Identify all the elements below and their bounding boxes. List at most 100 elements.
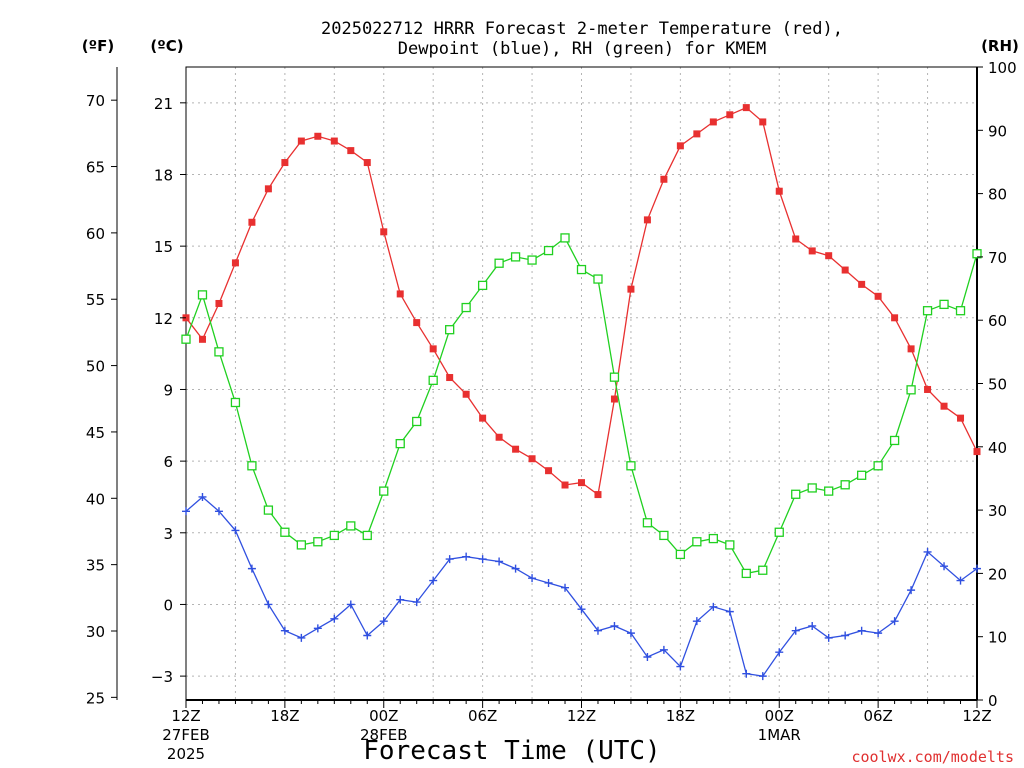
dewpoint-point bbox=[264, 600, 273, 609]
fahrenheit-tick-label: 50 bbox=[86, 358, 105, 376]
celsius-tick-label: 3 bbox=[163, 525, 173, 543]
rh-point bbox=[428, 375, 438, 385]
fahrenheit-tick-label: 45 bbox=[86, 424, 105, 442]
dewpoint-point bbox=[561, 583, 570, 592]
dewpoint-point bbox=[214, 507, 223, 516]
temperature-point bbox=[347, 147, 355, 155]
temperature-point bbox=[693, 130, 701, 138]
temperature-point bbox=[858, 280, 866, 288]
rh-tick-label: 80 bbox=[988, 186, 1007, 204]
temperature-point bbox=[874, 292, 882, 300]
rh-tick-label: 50 bbox=[988, 376, 1007, 394]
temperature-point bbox=[429, 345, 437, 353]
dewpoint-point bbox=[330, 614, 339, 623]
rh-point bbox=[560, 233, 570, 243]
dewpoint-point bbox=[758, 672, 767, 681]
dewpoint-point bbox=[429, 576, 438, 585]
dewpoint-point bbox=[396, 595, 405, 604]
dewpoint-point bbox=[907, 586, 916, 595]
dewpoint-point bbox=[742, 669, 751, 678]
celsius-tick-label: 15 bbox=[154, 238, 173, 256]
dewpoint-point bbox=[923, 547, 932, 556]
temperature-point bbox=[841, 266, 849, 274]
rh-point bbox=[626, 461, 636, 471]
rh-tick-label: 60 bbox=[988, 312, 1007, 330]
rh-point bbox=[609, 372, 620, 382]
rh-point bbox=[873, 461, 883, 471]
temperature-point bbox=[676, 142, 684, 150]
dewpoint-point bbox=[544, 578, 553, 587]
celsius-tick-label: 0 bbox=[163, 596, 173, 614]
dewpoint-point bbox=[676, 662, 685, 671]
x-tick-label: 12Z bbox=[567, 707, 596, 725]
date-label: 27FEB bbox=[162, 726, 209, 744]
temperature-point bbox=[907, 345, 915, 353]
temperature-point bbox=[709, 118, 717, 126]
date-label: 2025 bbox=[167, 745, 205, 763]
rh-point bbox=[214, 347, 224, 357]
rh-point bbox=[494, 258, 504, 268]
rh-point bbox=[346, 521, 356, 531]
rh-point bbox=[313, 537, 323, 547]
fahrenheit-tick-label: 35 bbox=[86, 557, 105, 575]
fahrenheit-tick-label: 65 bbox=[86, 159, 105, 177]
rh-point bbox=[445, 325, 455, 335]
rh-point bbox=[412, 416, 422, 427]
temperature-point bbox=[462, 390, 470, 398]
dewpoint-point bbox=[445, 555, 454, 564]
rh-unit-label: (RH) bbox=[981, 37, 1019, 55]
grid-lines bbox=[186, 67, 977, 700]
rh-point bbox=[741, 568, 751, 579]
rh-point bbox=[461, 302, 471, 313]
rh-point bbox=[642, 518, 653, 528]
dewpoint-point bbox=[626, 629, 635, 638]
dewpoint-point bbox=[824, 633, 833, 642]
temperature-point bbox=[973, 448, 981, 456]
rh-point bbox=[576, 264, 587, 275]
rh-point bbox=[379, 486, 389, 496]
temperature-point bbox=[396, 290, 404, 298]
rh-series bbox=[181, 233, 982, 579]
dewpoint-point bbox=[841, 631, 850, 640]
dewpoint-point bbox=[692, 617, 701, 626]
temperature-point bbox=[594, 491, 602, 499]
temperature-point bbox=[627, 285, 635, 293]
date-label: 1MAR bbox=[758, 726, 801, 744]
fahrenheit-tick-label: 25 bbox=[86, 689, 105, 707]
temperature-point bbox=[281, 159, 289, 167]
series-layer bbox=[181, 104, 982, 681]
fahrenheit-tick-label: 30 bbox=[86, 623, 105, 641]
dewpoint-point bbox=[940, 562, 949, 571]
chart-axes bbox=[116, 66, 978, 701]
plot-frame bbox=[185, 66, 978, 701]
dewpoint-point bbox=[725, 607, 734, 616]
temperature-point bbox=[413, 319, 421, 327]
temperature-point bbox=[248, 218, 256, 226]
temperature-point bbox=[215, 299, 223, 307]
rh-point bbox=[906, 385, 916, 395]
temperature-point bbox=[297, 137, 305, 145]
temperature-point bbox=[808, 247, 816, 255]
rh-point bbox=[824, 486, 834, 496]
rh-point bbox=[197, 290, 208, 300]
dewpoint-point bbox=[775, 648, 784, 657]
fahrenheit-tick-label: 70 bbox=[86, 92, 105, 110]
temperature-point bbox=[940, 402, 948, 410]
rh-point bbox=[263, 505, 274, 515]
rh-point bbox=[807, 483, 817, 493]
fahrenheit-tick-label: 55 bbox=[86, 291, 105, 309]
celsius-tick-label: 18 bbox=[154, 166, 173, 184]
chart-title-line-1: 2025022712 HRRR Forecast 2-meter Tempera… bbox=[321, 19, 843, 39]
temperature-point bbox=[610, 395, 618, 403]
rh-tick-label: 70 bbox=[988, 249, 1007, 267]
dewpoint-point bbox=[643, 653, 652, 662]
rh-point bbox=[477, 280, 488, 291]
dewpoint-point bbox=[577, 605, 586, 614]
dewpoint-point bbox=[528, 574, 537, 583]
celsius-tick-label: 21 bbox=[154, 95, 173, 113]
dewpoint-point bbox=[709, 602, 718, 611]
rh-point bbox=[856, 470, 867, 480]
rh-point bbox=[972, 249, 982, 259]
temperature-point bbox=[643, 216, 651, 224]
rh-point bbox=[543, 245, 554, 256]
